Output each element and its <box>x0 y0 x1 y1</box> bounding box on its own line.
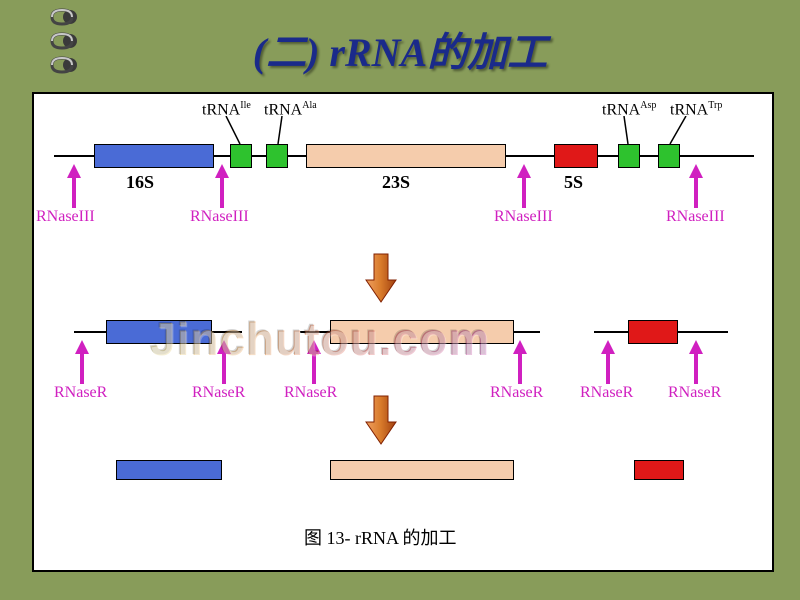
blue-product <box>116 460 222 480</box>
red-segment <box>554 144 598 168</box>
cleavage-arrow-icon <box>75 340 89 384</box>
gene-label: 5S <box>564 172 583 193</box>
enzyme-label: RNaseR <box>668 384 721 402</box>
enzyme-label: RNaseR <box>284 384 337 402</box>
watermark: Jinchutou.com <box>150 312 490 366</box>
enzyme-label: RNaseIII <box>190 208 249 226</box>
cleavage-arrow-icon <box>67 164 81 208</box>
down-arrow-icon <box>364 252 398 304</box>
slide: (二) rRNA的加工 tRNAIletRNAAlatRNAAsptRNATrp… <box>0 0 800 600</box>
cleavage-arrow-icon <box>517 164 531 208</box>
figure-caption: 图 13- rRNA 的加工 <box>304 524 457 550</box>
red-fragment <box>628 320 678 344</box>
enzyme-label: RNaseR <box>192 384 245 402</box>
enzyme-label: RNaseR <box>54 384 107 402</box>
down-arrow-icon <box>364 394 398 446</box>
enzyme-label: RNaseIII <box>36 208 95 226</box>
enzyme-label: RNaseIII <box>666 208 725 226</box>
slide-title: (二) rRNA的加工 <box>0 20 800 78</box>
green-segment <box>618 144 640 168</box>
enzyme-label: RNaseR <box>490 384 543 402</box>
tan-segment <box>306 144 506 168</box>
cleavage-arrow-icon <box>689 340 703 384</box>
tan-product <box>330 460 514 480</box>
enzyme-label: RNaseIII <box>494 208 553 226</box>
gene-label: 16S <box>126 172 154 193</box>
green-segment <box>230 144 252 168</box>
enzyme-label: RNaseR <box>580 384 633 402</box>
cleavage-arrow-icon <box>601 340 615 384</box>
red-product <box>634 460 684 480</box>
blue-segment <box>94 144 214 168</box>
cleavage-arrow-icon <box>689 164 703 208</box>
cleavage-arrow-icon <box>215 164 229 208</box>
diagram-panel: tRNAIletRNAAlatRNAAsptRNATrp16S23S5SRNas… <box>32 92 774 572</box>
gene-label: 23S <box>382 172 410 193</box>
cleavage-arrow-icon <box>513 340 527 384</box>
green-segment <box>266 144 288 168</box>
green-segment <box>658 144 680 168</box>
